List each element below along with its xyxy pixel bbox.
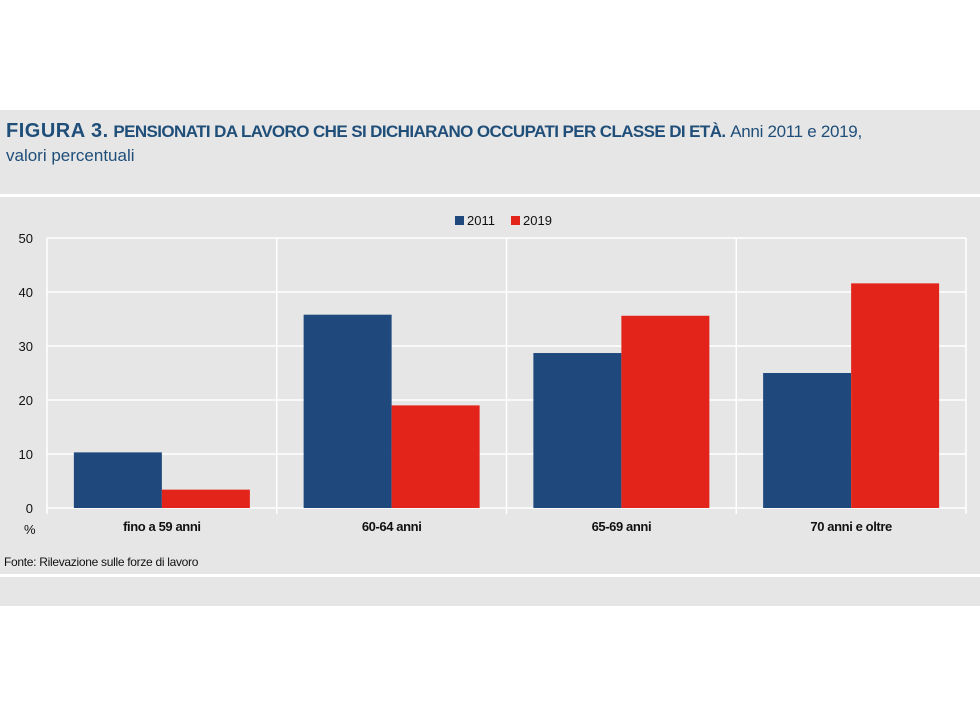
figure-title: FIGURA 3. PENSIONATI DA LAVORO CHE SI DI… bbox=[6, 120, 978, 143]
figure-label: FIGURA 3. bbox=[6, 120, 109, 142]
legend-label: 2019 bbox=[523, 213, 552, 228]
figure-panel: FIGURA 3. PENSIONATI DA LAVORO CHE SI DI… bbox=[0, 110, 980, 606]
bottom-rule bbox=[0, 574, 980, 577]
figure-heading: PENSIONATI DA LAVORO CHE SI DICHIARANO O… bbox=[113, 122, 726, 141]
category-label: 70 anni e oltre bbox=[810, 519, 892, 534]
y-tick-label: 50 bbox=[19, 231, 33, 246]
y-tick-label: 20 bbox=[19, 393, 33, 408]
figure-subheading-2: valori percentuali bbox=[6, 146, 135, 165]
bar-2019 bbox=[851, 283, 940, 508]
y-axis-label: % bbox=[24, 522, 36, 537]
bar-2011 bbox=[73, 452, 162, 508]
bar-2011 bbox=[303, 314, 392, 508]
y-tick-label: 30 bbox=[19, 339, 33, 354]
category-label: fino a 59 anni bbox=[123, 519, 200, 534]
legend-swatch-2019 bbox=[511, 216, 520, 225]
top-rule bbox=[0, 194, 980, 197]
bar-2019 bbox=[621, 315, 710, 508]
bar-2011 bbox=[533, 353, 622, 508]
category-label: 65-69 anni bbox=[592, 519, 652, 534]
bar-2011 bbox=[763, 373, 852, 508]
source-note: Fonte: Rilevazione sulle forze di lavoro bbox=[4, 555, 199, 569]
bar-2019 bbox=[161, 489, 250, 508]
category-label: 60-64 anni bbox=[362, 519, 422, 534]
bar-2019 bbox=[391, 405, 480, 508]
y-tick-label: 0 bbox=[26, 501, 33, 516]
y-tick-label: 10 bbox=[19, 447, 33, 462]
legend-swatch-2011 bbox=[455, 216, 464, 225]
y-tick-label: 40 bbox=[19, 285, 33, 300]
legend-label: 2011 bbox=[467, 213, 495, 228]
figure-subheading: Anni 2011 e 2019, bbox=[730, 122, 862, 141]
